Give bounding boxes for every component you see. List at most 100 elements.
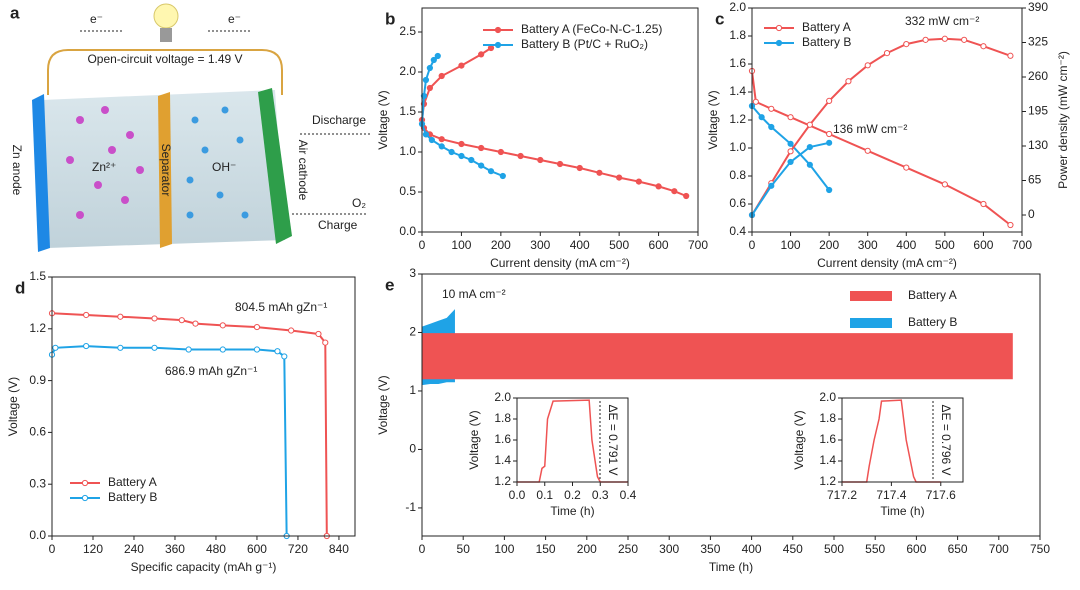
inset-background <box>517 392 628 488</box>
point <box>768 182 775 189</box>
legend-label: Battery A <box>908 288 957 302</box>
point <box>683 192 690 200</box>
y-tick-label: 1.0 <box>729 140 746 154</box>
point <box>635 178 642 185</box>
point <box>281 353 288 360</box>
bulb-base <box>160 28 172 42</box>
point <box>864 147 871 154</box>
y-tick-label: 1.2 <box>729 112 746 126</box>
x-tick-label: 200 <box>819 238 839 252</box>
cycling-band <box>422 333 1013 380</box>
point <box>616 174 623 181</box>
x-tick-label: 0.4 <box>620 488 637 502</box>
x-tick-label: 100 <box>494 542 514 556</box>
point <box>806 121 813 128</box>
x-tick-label: 50 <box>457 542 471 556</box>
y-tick-label: 1.5 <box>29 269 46 283</box>
x-tick-label: 400 <box>896 238 916 252</box>
point <box>253 323 261 331</box>
annotation: 804.5 mAh gZn⁻¹ <box>235 300 327 314</box>
point <box>434 52 441 60</box>
point <box>83 311 90 319</box>
plot-frame <box>516 397 629 483</box>
y-tick-label: 0.9 <box>29 373 46 387</box>
x-tick-label: 400 <box>742 542 762 556</box>
x-tick-label: 650 <box>948 542 968 556</box>
electron-label: e⁻ <box>90 12 103 26</box>
point <box>478 51 485 58</box>
x-tick-label: 0 <box>419 542 426 556</box>
zinc-ions <box>66 106 144 219</box>
point <box>478 162 485 169</box>
point <box>1007 52 1014 59</box>
point <box>787 148 794 155</box>
x-tick-label: 717.2 <box>827 488 857 502</box>
point <box>426 64 433 72</box>
y-tick-label: 0.3 <box>29 476 46 490</box>
plot-frame <box>751 7 1023 233</box>
y-tick-label: 0.4 <box>729 224 746 238</box>
annotation: ΔE = 0.791 V <box>606 404 620 475</box>
annotation: 10 mA cm⁻² <box>442 287 506 301</box>
x-tick-label: 700 <box>1012 238 1032 252</box>
plot-frame <box>421 7 699 233</box>
panel-label: c <box>715 9 724 28</box>
x-tick-label: 600 <box>973 238 993 252</box>
x-tick-label: 717.4 <box>876 488 906 502</box>
annotation: ΔE = 0.796 V <box>939 404 953 475</box>
annotation: 332 mW cm⁻² <box>905 14 979 28</box>
x-tick-label: 300 <box>530 238 550 252</box>
point <box>596 169 603 176</box>
point <box>448 148 455 156</box>
point <box>426 84 433 92</box>
plot-frame <box>421 273 1041 537</box>
y-tick-label: 0.5 <box>399 184 416 198</box>
point <box>430 56 437 64</box>
y-tick-label: 1.0 <box>399 144 416 158</box>
x-tick-label: 100 <box>781 238 801 252</box>
legend-label: Battery B (Pt/C + RuO₂) <box>521 37 648 51</box>
point <box>826 130 833 138</box>
point <box>499 172 506 180</box>
point <box>961 36 968 43</box>
y-tick-label: 1.4 <box>819 453 836 467</box>
plot-frame <box>51 276 356 537</box>
x-tick-label: 200 <box>577 542 597 556</box>
y-tick-label: 0.8 <box>729 168 746 182</box>
y-tick-label: 0.0 <box>399 224 416 238</box>
point <box>768 105 775 112</box>
y-tick-label: 1.4 <box>494 453 511 467</box>
legend-label: Battery B <box>802 35 851 49</box>
x-tick-label: 150 <box>536 542 556 556</box>
y2-tick-label: 0 <box>1028 207 1035 221</box>
ion-label: OH⁻ <box>212 160 236 174</box>
separator <box>158 92 172 248</box>
y-tick-label: 0.6 <box>29 425 46 439</box>
x-tick-label: 240 <box>124 542 144 556</box>
x-tick-label: 720 <box>288 542 308 556</box>
y-axis-label: Voltage (V) <box>706 90 720 149</box>
point <box>556 160 564 168</box>
point <box>487 44 495 52</box>
y-tick-label: 0.6 <box>729 196 746 210</box>
y-axis-label: Voltage (V) <box>376 90 390 149</box>
legend-marker <box>81 479 89 487</box>
point <box>322 339 329 346</box>
point <box>428 136 435 144</box>
x-tick-label: 200 <box>491 238 511 252</box>
y-tick-label: 2.5 <box>399 24 416 38</box>
point <box>185 346 192 353</box>
x-tick-label: 700 <box>989 542 1009 556</box>
ion-label: Zn²⁺ <box>92 160 116 174</box>
point <box>438 72 445 80</box>
x-axis-label: Time (h) <box>709 560 753 574</box>
x-tick-label: 360 <box>165 542 185 556</box>
point <box>758 114 765 121</box>
x-tick-label: 0 <box>749 238 756 252</box>
y-tick-label: 1.5 <box>399 104 416 118</box>
y-tick-label: 1.8 <box>494 411 511 425</box>
point <box>752 98 759 105</box>
point <box>117 344 124 351</box>
point <box>438 143 445 150</box>
point <box>883 50 891 57</box>
